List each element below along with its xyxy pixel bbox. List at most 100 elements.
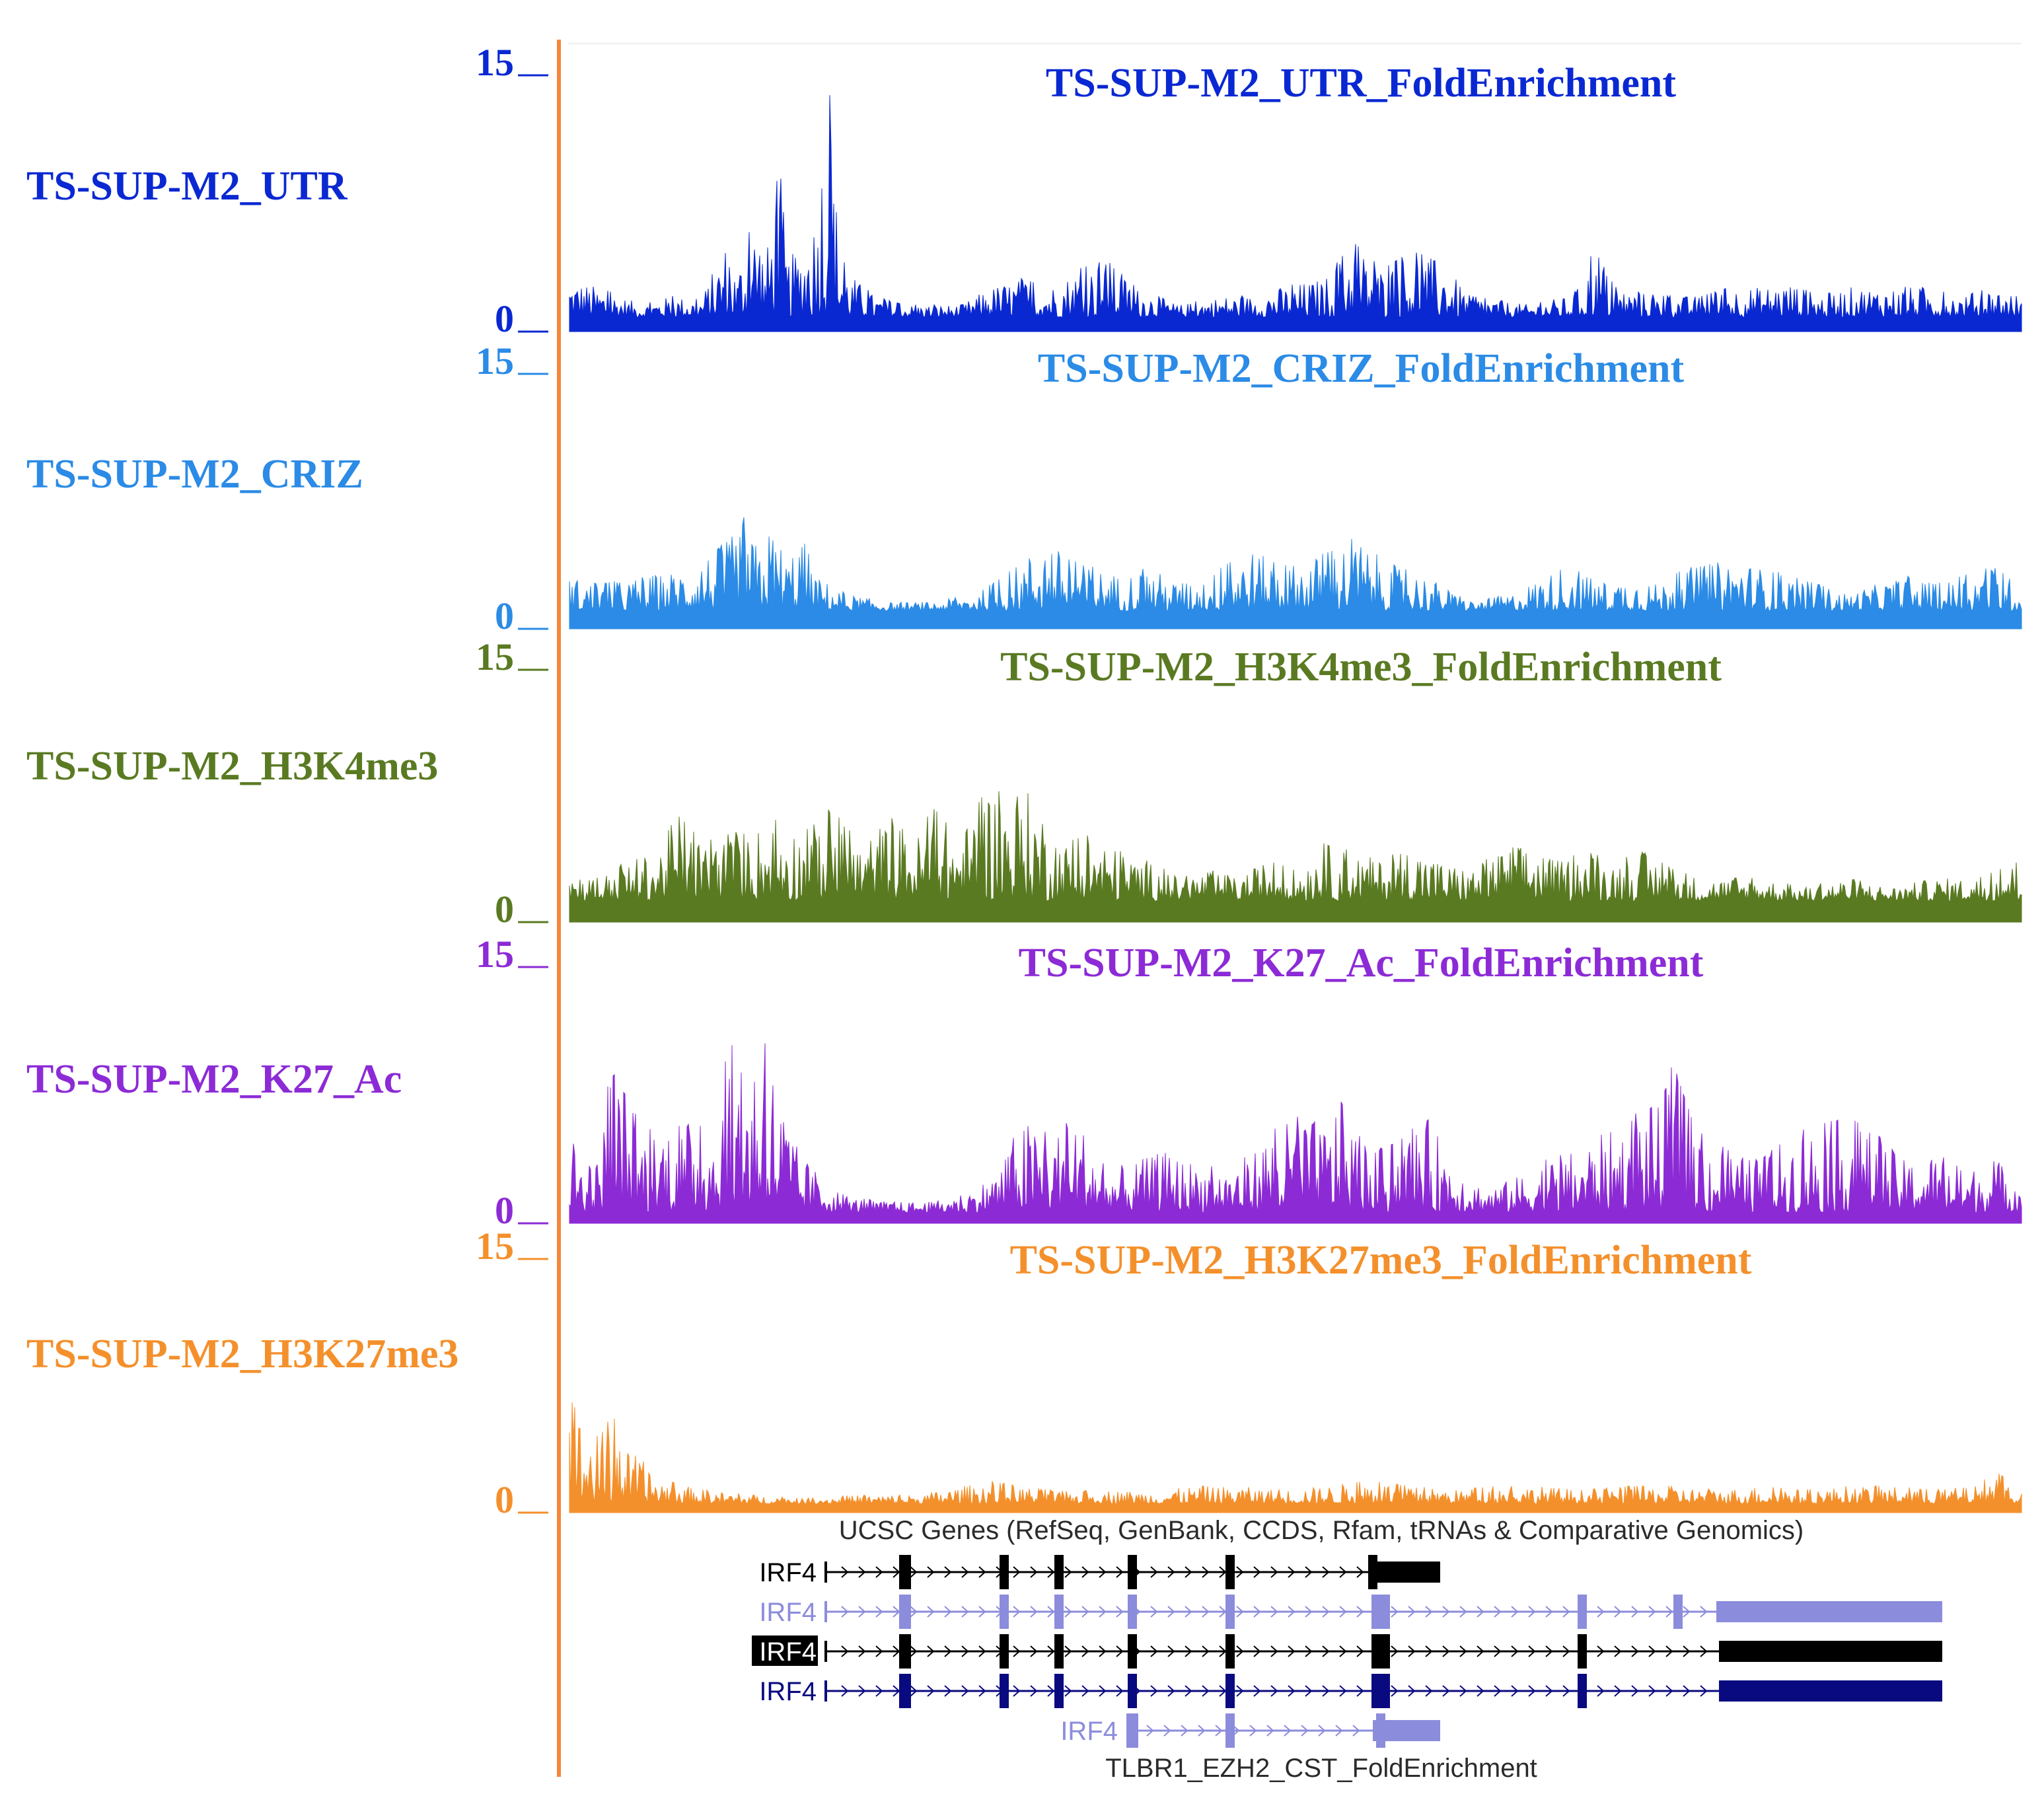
strand-chevron	[1047, 1645, 1055, 1657]
strand-chevron	[1528, 1645, 1536, 1657]
y-min-label: 0	[495, 1189, 514, 1232]
strand-chevron	[1562, 1685, 1570, 1697]
exon	[899, 1555, 911, 1589]
strand-chevron	[927, 1606, 935, 1618]
exon	[1371, 1634, 1390, 1669]
track-title: TS-SUP-M2_H3K27me3_FoldEnrichment	[1010, 1238, 1752, 1283]
exon	[1578, 1674, 1587, 1708]
exon	[1000, 1595, 1009, 1629]
strand-chevron	[875, 1645, 883, 1657]
track-h3k4me3: TS-SUP-M2_H3K4me3_FoldEnrichment TS-SUP-…	[26, 635, 2022, 931]
exon	[899, 1595, 911, 1629]
strand-chevron	[1614, 1685, 1622, 1697]
strand-chevron	[1185, 1566, 1192, 1578]
strand-chevron	[978, 1566, 986, 1578]
strand-chevron	[875, 1606, 883, 1618]
strand-chevron	[1047, 1566, 1055, 1578]
strand-chevron	[1631, 1645, 1639, 1657]
strand-chevron	[1116, 1685, 1124, 1697]
strand-chevron	[1648, 1645, 1656, 1657]
strand-chevron	[1185, 1685, 1192, 1697]
strand-chevron	[1013, 1645, 1021, 1657]
strand-chevron	[1301, 1725, 1309, 1737]
strand-chevron	[1215, 1725, 1223, 1737]
strand-chevron	[978, 1685, 986, 1697]
tracks: TS-SUP-M2_UTR_FoldEnrichment TS-SUP-M2_U…	[26, 41, 2022, 1521]
strand-chevron	[1167, 1566, 1175, 1578]
transcript-row: IRF4	[752, 1634, 1942, 1669]
strand-chevron	[944, 1685, 952, 1697]
strand-chevron	[1614, 1606, 1622, 1618]
strand-chevron	[1181, 1725, 1188, 1737]
strand-chevron	[1270, 1685, 1278, 1697]
exon	[1225, 1713, 1235, 1748]
strand-chevron	[927, 1566, 935, 1578]
strand-chevron	[1322, 1645, 1330, 1657]
signal-area	[569, 1402, 2022, 1513]
strand-chevron	[1648, 1685, 1656, 1697]
strand-chevron	[1253, 1606, 1261, 1618]
strand-chevron	[1305, 1685, 1313, 1697]
strand-chevron	[1163, 1725, 1171, 1737]
transcript-label-highlight	[752, 1635, 818, 1666]
utr-block	[1719, 1680, 1942, 1702]
strand-chevron	[1477, 1606, 1484, 1618]
strand-chevron	[1477, 1645, 1484, 1657]
y-max-label: 15	[476, 1225, 514, 1268]
gene-track-title: UCSC Genes (RefSeq, GenBank, CCDS, Rfam,…	[839, 1516, 1804, 1545]
strand-chevron	[1146, 1725, 1154, 1737]
strand-chevron	[1425, 1645, 1433, 1657]
utr-block	[1716, 1601, 1942, 1622]
y-max-label: 15	[476, 340, 514, 382]
strand-chevron	[961, 1645, 969, 1657]
strand-chevron	[1167, 1685, 1175, 1697]
strand-chevron	[1459, 1606, 1467, 1618]
track-title: TS-SUP-M2_H3K4me3_FoldEnrichment	[1000, 645, 1722, 690]
transcript-row: IRF4	[759, 1674, 1942, 1708]
strand-chevron	[1064, 1606, 1072, 1618]
strand-chevron	[910, 1606, 918, 1618]
strand-chevron	[1339, 1606, 1347, 1618]
exon	[1578, 1634, 1587, 1669]
strand-chevron	[1167, 1606, 1175, 1618]
y-min-label: 0	[495, 594, 514, 637]
strand-chevron	[841, 1685, 849, 1697]
strand-chevron	[1099, 1645, 1107, 1657]
strand-chevron	[1494, 1606, 1502, 1618]
strand-chevron	[1167, 1645, 1175, 1657]
strand-chevron	[1030, 1566, 1038, 1578]
strand-chevron	[1511, 1645, 1519, 1657]
strand-chevron	[858, 1606, 866, 1618]
strand-chevron	[1339, 1645, 1347, 1657]
strand-chevron	[1459, 1645, 1467, 1657]
y-max-label: 15	[476, 933, 514, 976]
strand-chevron	[1305, 1606, 1313, 1618]
track-name-label: TS-SUP-M2_UTR	[26, 164, 348, 209]
strand-chevron	[1064, 1645, 1072, 1657]
exon	[1128, 1634, 1137, 1669]
strand-chevron	[1150, 1685, 1158, 1697]
strand-chevron	[858, 1566, 866, 1578]
strand-chevron	[1249, 1725, 1257, 1737]
utr-block	[1373, 1562, 1440, 1583]
exon	[1225, 1674, 1235, 1708]
gene-track-footer: TLBR1_EZH2_CST_FoldEnrichment	[1105, 1754, 1537, 1783]
transcript-label: IRF4	[759, 1677, 817, 1706]
track-h3k27me3: TS-SUP-M2_H3K27me3_FoldEnrichment TS-SUP…	[26, 1225, 2022, 1521]
transcript-label: IRF4	[759, 1637, 817, 1667]
strand-chevron	[1339, 1566, 1347, 1578]
strand-chevron	[1322, 1566, 1330, 1578]
y-max-label: 15	[476, 635, 514, 678]
track-name-label: TS-SUP-M2_CRIZ	[26, 452, 363, 497]
track-utr: TS-SUP-M2_UTR_FoldEnrichment TS-SUP-M2_U…	[26, 41, 2022, 340]
exon	[1054, 1595, 1064, 1629]
strand-chevron	[1391, 1645, 1399, 1657]
strand-chevron	[910, 1566, 918, 1578]
strand-chevron	[1545, 1606, 1553, 1618]
strand-chevron	[858, 1645, 866, 1657]
strand-chevron	[1099, 1685, 1107, 1697]
strand-chevron	[1185, 1606, 1192, 1618]
transcript-row: IRF4	[759, 1595, 1942, 1629]
strand-chevron	[1030, 1606, 1038, 1618]
